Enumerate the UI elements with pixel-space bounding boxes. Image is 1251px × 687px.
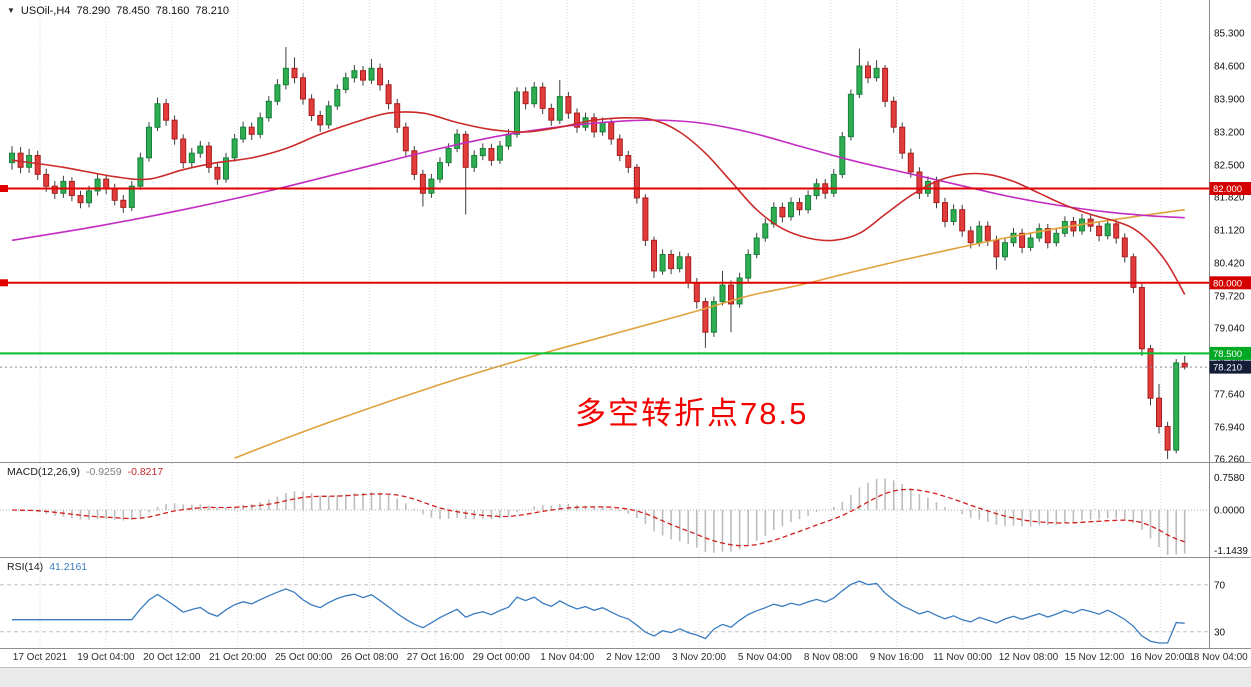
rsi-level-label: 70	[1214, 580, 1226, 591]
price-tick-label: 85.300	[1214, 29, 1245, 40]
macd-name: MACD(12,26,9)	[7, 466, 80, 478]
time-axis-label: 20 Oct 12:00	[143, 652, 201, 663]
ohlc-close: 78.210	[195, 5, 230, 17]
time-axis[interactable]: 17 Oct 2021 19 Oct 04:00 20 Oct 12:00 21 Oc…	[0, 648, 1251, 668]
time-axis-label: 11 Nov 00:00	[933, 652, 992, 663]
time-axis-label: 17 Oct 2021	[12, 652, 68, 663]
bottom-scroll-strip[interactable]	[0, 667, 1251, 687]
price-line-badge: 80.000	[1213, 278, 1242, 289]
ohlc-open: 78.290	[76, 5, 111, 17]
time-axis-label: 5 Nov 04:00	[737, 652, 792, 663]
price-tick-label: 83.200	[1214, 128, 1245, 139]
rsi-panel-canvas[interactable]: 70 30	[0, 558, 1251, 648]
price-tick-label: 81.820	[1214, 193, 1245, 204]
time-axis-label: 18 Nov 04:00	[1188, 652, 1248, 663]
ohlc-low: 78.160	[155, 5, 190, 17]
macd-axis-label: 0.0000	[1214, 506, 1245, 517]
rsi-indicator-label: RSI(14) 41.2161	[7, 561, 87, 573]
time-axis-label: 26 Oct 08:00	[340, 652, 399, 663]
time-axis-label: 21 Oct 20:00	[209, 652, 267, 663]
time-axis-label: 27 Oct 16:00	[406, 652, 465, 663]
time-axis-label: 16 Nov 20:00	[1130, 652, 1191, 663]
candlestick-chart-canvas[interactable]: 85.300 84.600 83.900 83.200 82.500 81.820 81.1…	[0, 0, 1251, 463]
price-tick-label: 76.940	[1214, 423, 1245, 434]
chart-annotation-text: 多空转折点78.5	[575, 396, 809, 431]
time-axis-label: 1 Nov 04:00	[540, 652, 595, 663]
price-tick-label: 84.600	[1214, 62, 1245, 73]
price-tick-label: 76.260	[1214, 455, 1245, 464]
time-axis-label: 25 Oct 00:00	[274, 652, 333, 663]
time-axis-label: 29 Oct 00:00	[472, 652, 530, 663]
rsi-name: RSI(14)	[7, 561, 44, 573]
price-line-badge: 82.000	[1213, 184, 1242, 195]
time-axis-label: 9 Nov 16:00	[869, 652, 924, 663]
rsi-level-label: 30	[1214, 627, 1226, 638]
macd-panel-canvas[interactable]: 0.7580 0.0000 -1.1439	[0, 463, 1251, 558]
time-axis-label: 19 Oct 04:00	[77, 652, 135, 663]
macd-indicator-label: MACD(12,26,9) -0.9259 -0.8217	[7, 466, 163, 478]
price-tick-label: 79.040	[1214, 324, 1245, 335]
time-axis-label: 12 Nov 08:00	[998, 652, 1059, 663]
ohlc-high: 78.450	[116, 5, 150, 17]
time-axis-label: 15 Nov 12:00	[1064, 652, 1125, 663]
time-axis-label: 8 Nov 08:00	[803, 652, 858, 663]
price-tick-label: 80.420	[1214, 259, 1245, 270]
price-line-badge: 78.500	[1213, 349, 1242, 360]
price-tick-label: 83.900	[1214, 95, 1245, 106]
price-tick-label: 77.640	[1214, 390, 1245, 401]
symbol-label: USOil-,H4	[20, 5, 71, 17]
chart-symbol-icon: ▼	[7, 5, 15, 15]
price-tick-label: 81.120	[1214, 226, 1245, 237]
time-axis-label: 3 Nov 20:00	[672, 652, 726, 663]
time-axis-label: 2 Nov 12:00	[606, 652, 661, 663]
rsi-value: 41.2161	[49, 561, 88, 573]
macd-main-value: -0.9259	[85, 466, 122, 478]
macd-axis-label: 0.7580	[1214, 473, 1245, 484]
price-tick-label: 79.720	[1214, 292, 1245, 303]
price-line-badge: 78.210	[1213, 363, 1242, 374]
price-tick-label: 82.500	[1214, 160, 1245, 171]
symbol-ohlc-header: ▼ USOil-,H4 78.290 78.450 78.160 78.210	[7, 5, 229, 17]
macd-signal-value: -0.8217	[127, 466, 164, 478]
macd-axis-label: -1.1439	[1214, 546, 1248, 557]
